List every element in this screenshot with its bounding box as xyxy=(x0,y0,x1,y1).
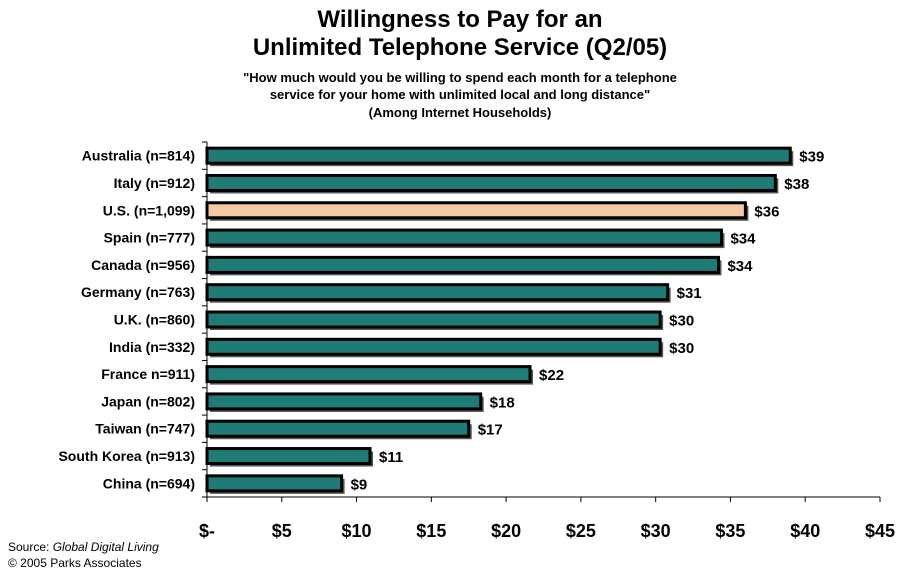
bar xyxy=(205,310,662,329)
bar xyxy=(205,173,777,192)
category-label: U.K. (n=860) xyxy=(114,312,195,328)
chart-subtitle-line-2: service for your home with unlimited loc… xyxy=(269,87,651,102)
category-label: China (n=694) xyxy=(103,475,195,491)
category-label: Japan (n=802) xyxy=(101,393,195,409)
x-tick-label: $10 xyxy=(342,521,372,541)
chart-title-line-1: Willingness to Pay for an xyxy=(317,6,603,33)
category-label: India (n=332) xyxy=(109,339,195,355)
chart-subtitle-line-1: "How much would you be willing to spend … xyxy=(243,70,677,85)
bar xyxy=(205,146,792,165)
x-tick-label: $40 xyxy=(790,521,820,541)
x-tick-label: $35 xyxy=(715,521,745,541)
bar xyxy=(205,337,662,356)
x-tick-label: $45 xyxy=(865,521,895,541)
category-label: U.S. (n=1,099) xyxy=(103,202,195,218)
x-tick-label: $30 xyxy=(641,521,671,541)
category-label: Italy (n=912) xyxy=(114,175,195,191)
bar xyxy=(205,255,720,274)
bar xyxy=(205,228,723,247)
bar xyxy=(205,447,372,466)
copyright-note: © 2005 Parks Associates xyxy=(8,556,142,570)
source-label: Source: xyxy=(8,540,53,554)
category-label: Taiwan (n=747) xyxy=(95,421,195,437)
category-label: France n=911) xyxy=(101,366,195,382)
bar xyxy=(205,419,471,438)
x-tick-label: $20 xyxy=(491,521,521,541)
data-label: $18 xyxy=(490,394,515,411)
data-label: $34 xyxy=(727,258,753,275)
bar xyxy=(205,283,670,302)
data-label: $30 xyxy=(669,313,694,330)
data-label: $9 xyxy=(351,476,368,493)
category-label: Spain (n=777) xyxy=(104,230,195,246)
category-label: South Korea (n=913) xyxy=(58,448,195,464)
data-label: $38 xyxy=(784,176,809,193)
source-note: Source: Global Digital Living xyxy=(8,540,159,554)
source-name: Global Digital Living xyxy=(52,540,159,554)
category-label: Australia (n=814) xyxy=(82,148,195,164)
chart-subtitle-line-3: (Among Internet Households) xyxy=(368,105,552,120)
bar xyxy=(205,201,747,220)
category-label: Canada (n=956) xyxy=(91,257,195,273)
x-tick-label: $25 xyxy=(566,521,596,541)
x-tick-label: $5 xyxy=(272,521,292,541)
data-label: $31 xyxy=(677,285,702,302)
bar xyxy=(205,474,344,493)
x-tick-label: $- xyxy=(199,521,215,541)
data-label: $11 xyxy=(379,449,403,466)
bar xyxy=(205,365,532,384)
data-label: $34 xyxy=(730,231,756,248)
data-label: $30 xyxy=(669,340,694,357)
bar xyxy=(205,392,483,411)
x-tick-label: $15 xyxy=(416,521,446,541)
data-label: $17 xyxy=(478,422,503,439)
data-label: $36 xyxy=(754,203,779,220)
chart-title-line-2: Unlimited Telephone Service (Q2/05) xyxy=(252,34,668,61)
category-label: Germany (n=763) xyxy=(81,284,195,300)
data-label: $39 xyxy=(799,149,824,166)
data-label: $22 xyxy=(539,367,564,384)
